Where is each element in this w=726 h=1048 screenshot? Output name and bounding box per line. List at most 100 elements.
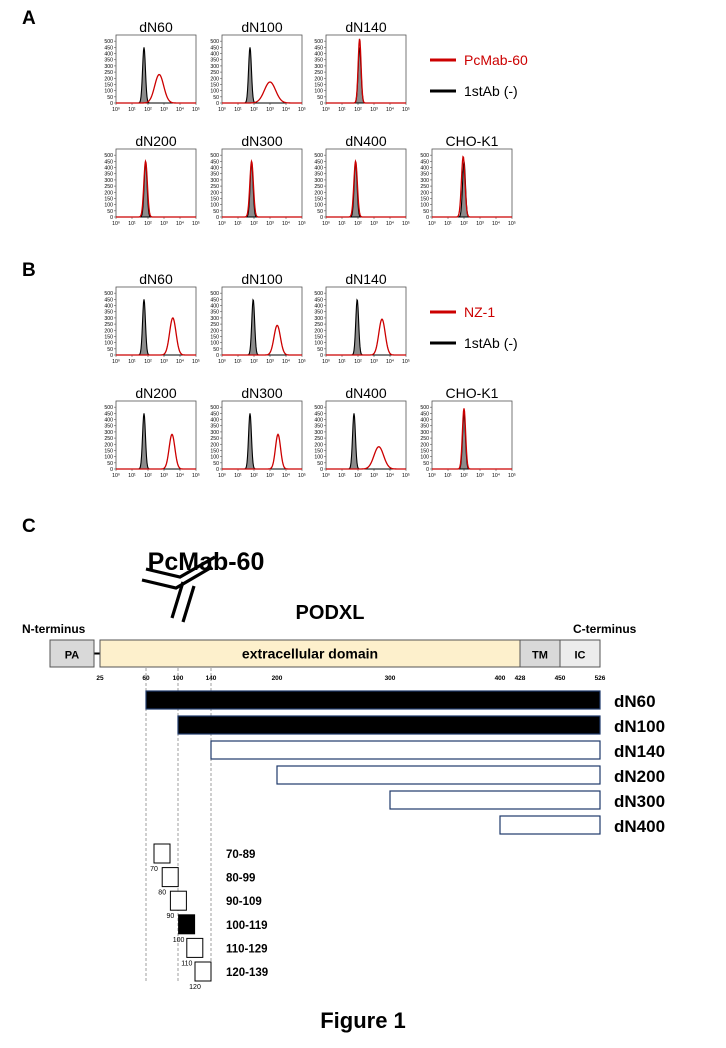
x-tick-label: 10³ xyxy=(160,359,168,365)
y-tick-label: 300 xyxy=(104,64,113,70)
y-tick-label: 250 xyxy=(314,70,323,76)
plot-frame xyxy=(325,400,407,470)
x-tick-label: 10² xyxy=(354,107,362,113)
histogram-title: dN60 xyxy=(139,271,173,287)
x-tick-label: 10² xyxy=(250,359,258,365)
antibody-peak xyxy=(432,155,512,218)
y-tick-label: 50 xyxy=(213,209,219,215)
y-tick-label: 450 xyxy=(210,159,219,165)
peptide-range-label: 70-89 xyxy=(226,849,255,861)
position-tick-label: 428 xyxy=(515,675,526,682)
antibody-icon xyxy=(141,555,216,623)
position-tick-label: 450 xyxy=(555,675,566,682)
y-tick-label: 450 xyxy=(104,45,113,51)
x-tick-label: 10¹ xyxy=(128,107,136,113)
antibody-peak xyxy=(222,81,302,104)
x-tick-label: 10⁴ xyxy=(176,359,184,365)
y-tick-label: 500 xyxy=(104,405,113,411)
y-tick-label: 400 xyxy=(104,52,113,58)
y-tick-label: 50 xyxy=(213,461,219,467)
x-tick-label: 10⁴ xyxy=(492,221,500,227)
y-tick-label: 50 xyxy=(317,95,323,101)
y-tick-label: 50 xyxy=(317,461,323,467)
y-tick-label: 400 xyxy=(314,166,323,172)
construct-dn60 xyxy=(145,690,601,710)
peptide-start-label: 90 xyxy=(167,913,175,920)
y-tick-label: 450 xyxy=(420,159,429,165)
position-tick-label: 300 xyxy=(385,675,396,682)
y-tick-label: 50 xyxy=(317,209,323,215)
y-tick-label: 300 xyxy=(420,430,429,436)
x-tick-label: 10⁵ xyxy=(508,221,516,227)
y-tick-label: 400 xyxy=(420,166,429,172)
x-tick-label: 10¹ xyxy=(444,221,452,227)
panel-letter: B xyxy=(22,260,36,281)
position-tick-label: 526 xyxy=(595,675,606,682)
histogram-title: dN100 xyxy=(241,271,282,287)
c-terminus-label: C-terminus xyxy=(573,622,637,636)
y-tick-label: 50 xyxy=(317,347,323,353)
legend: NZ-1 1stAb (-) xyxy=(430,304,518,351)
construct-dn100 xyxy=(177,715,601,735)
x-tick-label: 10⁰ xyxy=(322,473,330,479)
x-tick-label: 10⁰ xyxy=(428,221,436,227)
y-tick-label: 300 xyxy=(210,178,219,184)
peptide-range-label: 80-99 xyxy=(226,873,255,885)
y-tick-label: 350 xyxy=(210,424,219,430)
y-tick-label: 100 xyxy=(210,203,219,209)
x-tick-label: 10³ xyxy=(476,473,484,479)
plot-frame xyxy=(431,400,513,470)
y-tick-label: 200 xyxy=(210,328,219,334)
y-tick-label: 500 xyxy=(314,39,323,45)
x-tick-label: 10³ xyxy=(370,221,378,227)
x-tick-label: 10⁵ xyxy=(192,359,200,365)
peptide-110-129 xyxy=(186,937,204,958)
x-tick-label: 10⁰ xyxy=(112,107,120,113)
x-tick-label: 10³ xyxy=(160,107,168,113)
y-tick-label: 250 xyxy=(104,322,113,328)
y-tick-label: 150 xyxy=(210,334,219,340)
plot-frame xyxy=(325,286,407,356)
y-tick-label: 100 xyxy=(104,455,113,461)
y-tick-label: 250 xyxy=(420,436,429,442)
domain-4 xyxy=(559,639,601,668)
x-tick-label: 10² xyxy=(460,473,468,479)
legend-label: 1stAb (-) xyxy=(464,335,518,351)
y-tick-label: 200 xyxy=(104,190,113,196)
construct-dn140 xyxy=(210,740,601,760)
x-tick-label: 10⁴ xyxy=(386,359,394,365)
y-tick-label: 150 xyxy=(104,334,113,340)
histogram-title: dN400 xyxy=(345,385,386,401)
x-tick-label: 10⁴ xyxy=(282,221,290,227)
x-tick-label: 10² xyxy=(250,473,258,479)
y-tick-label: 400 xyxy=(210,304,219,310)
x-tick-label: 10³ xyxy=(370,107,378,113)
antibody-peak xyxy=(116,433,196,470)
domain-2 xyxy=(99,639,521,668)
histogram-title: dN60 xyxy=(139,19,173,35)
peptide-range-label: 120-139 xyxy=(226,967,268,979)
y-tick-label: 200 xyxy=(104,76,113,82)
antibody-peak xyxy=(432,408,512,470)
x-tick-label: 10¹ xyxy=(444,473,452,479)
histogram-title: dN140 xyxy=(345,271,386,287)
plot-frame xyxy=(115,148,197,218)
histogram-title: dN200 xyxy=(135,385,176,401)
histogram-title: dN140 xyxy=(345,19,386,35)
y-tick-label: 500 xyxy=(420,153,429,159)
y-tick-label: 150 xyxy=(314,196,323,202)
x-tick-label: 10¹ xyxy=(338,473,346,479)
x-tick-label: 10¹ xyxy=(128,221,136,227)
x-tick-label: 10⁵ xyxy=(192,107,200,113)
x-tick-label: 10⁵ xyxy=(508,473,516,479)
y-tick-label: 300 xyxy=(210,430,219,436)
domain-3 xyxy=(519,639,561,668)
y-tick-label: 0 xyxy=(320,215,323,221)
